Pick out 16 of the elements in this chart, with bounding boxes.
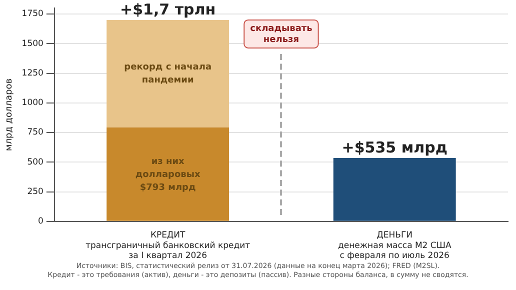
annotation: +$535 млрд <box>342 138 448 156</box>
y-tick-label: 1000 <box>22 98 44 108</box>
x-tick-label: КРЕДИТ трансграничный банковский кредит за I квартал 2026 <box>86 230 250 262</box>
annotation: рекорд с начала пандемии <box>124 62 212 86</box>
y-tick-label: 1250 <box>22 68 44 78</box>
y-tick-label: 0 <box>38 216 44 227</box>
y-tick-label: 1750 <box>22 9 44 20</box>
annotation: +$1,7 трлн <box>120 0 216 18</box>
y-tick-label: 250 <box>27 186 44 197</box>
y-tick-label: 1500 <box>22 38 44 49</box>
data-label: из них долларовых $793 млрд <box>135 156 200 193</box>
y-axis-title: млрд долларов <box>4 78 15 152</box>
y-tick-label: 500 <box>27 157 44 168</box>
annotation: складывать нельзя <box>250 24 313 45</box>
x-tick-label: ДЕНЬГИ денежная масса M2 США с февраля по июль 2026 <box>338 230 452 262</box>
y-tick-label: 750 <box>27 128 44 138</box>
